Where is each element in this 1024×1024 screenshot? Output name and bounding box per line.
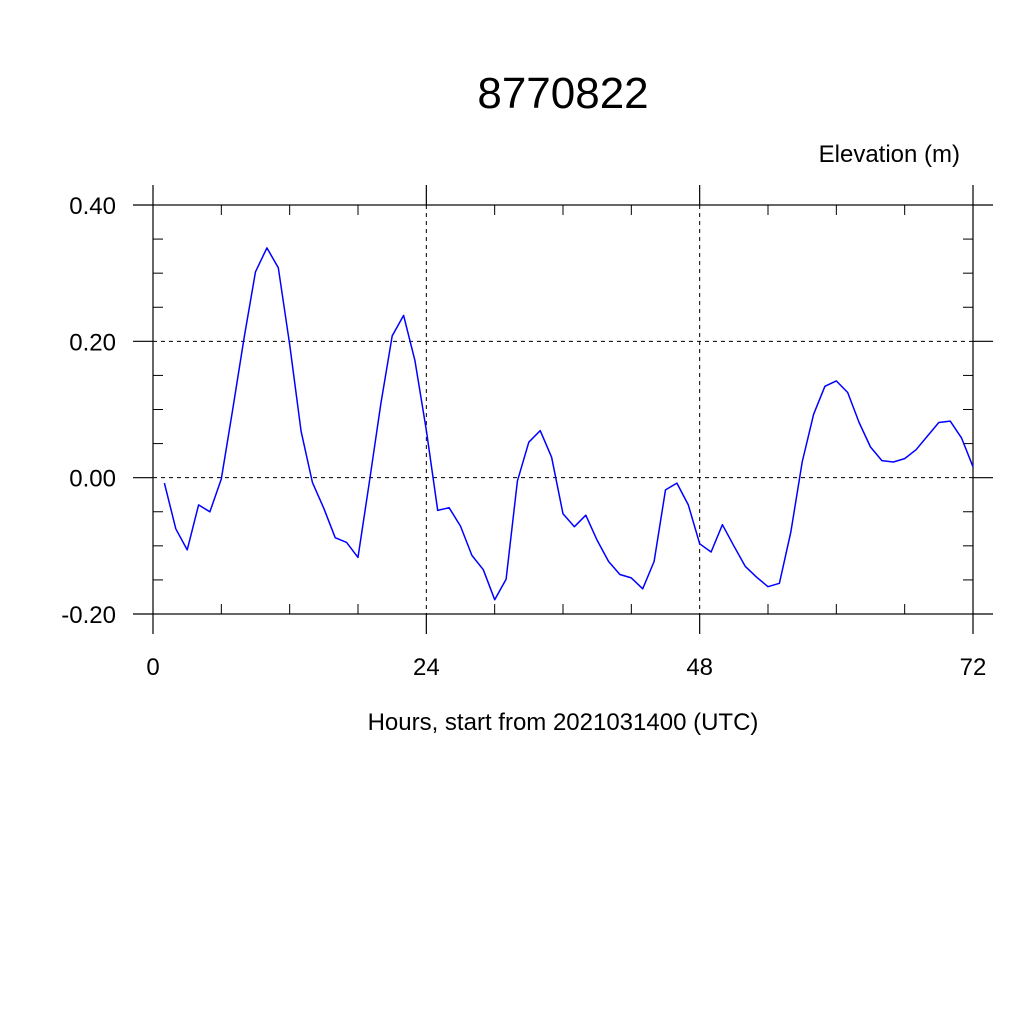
series-line bbox=[163, 247, 974, 601]
x-tick-label: 72 bbox=[960, 654, 987, 681]
axis-ticks: 0 24 48 72 -0.20 0.00 0.20 0.40 bbox=[61, 185, 993, 681]
x-tick-label: 48 bbox=[686, 654, 713, 681]
x-tick-label: 0 bbox=[146, 654, 159, 681]
grid-lines bbox=[152, 204, 974, 615]
y-tick-label: 0.00 bbox=[69, 466, 116, 493]
x-tick-label: 24 bbox=[413, 654, 440, 681]
chart-title: 8770822 bbox=[477, 69, 648, 118]
y-axis-label: Elevation (m) bbox=[819, 141, 960, 168]
plot-frame bbox=[152, 204, 974, 615]
x-axis-label: Hours, start from 2021031400 (UTC) bbox=[368, 709, 759, 736]
y-tick-label: 0.20 bbox=[69, 329, 116, 356]
y-tick-label: -0.20 bbox=[61, 602, 116, 629]
plot-border bbox=[152, 204, 974, 615]
series-layer bbox=[163, 247, 974, 601]
y-tick-label: 0.40 bbox=[69, 193, 116, 220]
